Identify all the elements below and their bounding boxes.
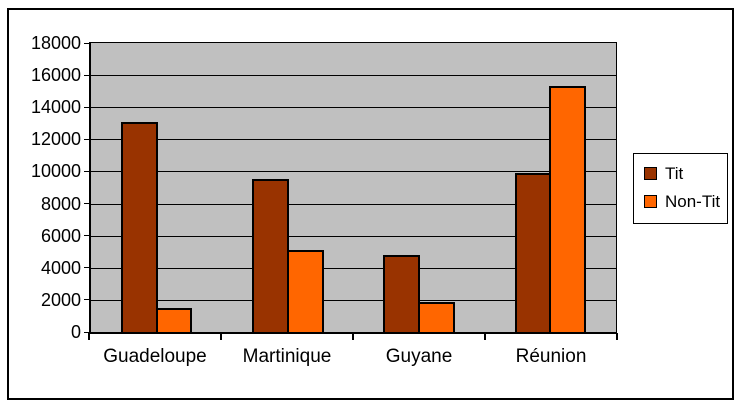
tit-series-swatch xyxy=(644,167,657,180)
legend-item-non-tit: Non-Tit xyxy=(644,192,727,211)
y-tick-mark-4000 xyxy=(84,267,91,269)
category-group-martinique xyxy=(222,43,353,332)
x-tick-mark-4 xyxy=(616,333,618,340)
y-tick-mark-16000 xyxy=(84,74,91,76)
y-tick-mark-2000 xyxy=(84,299,91,301)
x-tick-mark-2 xyxy=(352,333,354,340)
x-tick-mark-0 xyxy=(88,333,90,340)
x-tick-mark-3 xyxy=(484,333,486,340)
y-tick-mark-12000 xyxy=(84,138,91,140)
gridline-10000 xyxy=(91,171,616,173)
x-axis-label-guyane: Guyane xyxy=(385,346,453,367)
non-tit-series-swatch xyxy=(644,195,657,208)
y-tick-mark-18000 xyxy=(84,42,91,44)
bar-non-tit-guadeloupe xyxy=(155,307,193,332)
y-tick-mark-6000 xyxy=(84,235,91,237)
gridline-12000 xyxy=(91,139,616,141)
y-tick-mark-14000 xyxy=(84,106,91,108)
y-axis-labels: 0 2000 4000 6000 8000 10000 12000 14000 16000 180… xyxy=(0,33,81,342)
x-axis-labels: Guadeloupe Martinique Guyane Réunion xyxy=(89,346,617,368)
y-tick-label-18000: 18000 xyxy=(30,33,81,53)
x-tick-mark-1 xyxy=(220,333,222,340)
legend: Tit Non-Tit xyxy=(633,153,728,224)
x-axis-label-guadeloupe: Guadeloupe xyxy=(103,346,207,367)
bar-non-tit-reunion xyxy=(549,86,587,332)
y-tick-label-4000: 4000 xyxy=(40,257,81,278)
bar-tit-guyane xyxy=(383,254,421,332)
bar-tit-martinique xyxy=(252,179,289,332)
y-tick-label-16000: 16000 xyxy=(30,65,81,86)
y-tick-label-6000: 6000 xyxy=(40,225,81,246)
gridline-8000 xyxy=(91,203,616,205)
gridline-4000 xyxy=(91,267,616,269)
y-tick-label-14000: 14000 xyxy=(30,97,81,118)
bar-non-tit-martinique xyxy=(286,250,324,332)
category-group-reunion xyxy=(485,43,616,332)
y-axis-ticks xyxy=(84,42,91,333)
legend-label-non-tit: Non-Tit xyxy=(665,192,721,211)
gridline-16000 xyxy=(91,75,616,77)
x-axis-label-martinique: Martinique xyxy=(242,346,332,367)
legend-label-tit: Tit xyxy=(665,164,684,183)
bar-non-tit-guyane xyxy=(418,301,455,332)
y-tick-mark-8000 xyxy=(84,203,91,205)
gridline-14000 xyxy=(91,107,616,109)
plot-area xyxy=(89,42,617,334)
y-tick-label-0: 0 xyxy=(70,322,81,342)
legend-item-tit: Tit xyxy=(644,164,727,183)
gridline-2000 xyxy=(91,299,616,301)
category-group-guyane xyxy=(354,43,485,332)
x-axis-ticks xyxy=(88,333,618,340)
y-tick-label-8000: 8000 xyxy=(40,193,81,214)
category-group-guadeloupe xyxy=(91,43,222,332)
x-axis-label-reunion: Réunion xyxy=(515,346,587,367)
y-tick-label-2000: 2000 xyxy=(40,289,81,310)
y-tick-label-12000: 12000 xyxy=(30,129,81,150)
bar-tit-reunion xyxy=(514,173,552,332)
y-tick-mark-10000 xyxy=(84,170,91,172)
y-tick-mark-0 xyxy=(84,331,91,333)
gridline-6000 xyxy=(91,235,616,237)
y-tick-label-10000: 10000 xyxy=(30,161,81,182)
bar-tit-guadeloupe xyxy=(120,121,158,332)
bars-container xyxy=(91,43,616,332)
